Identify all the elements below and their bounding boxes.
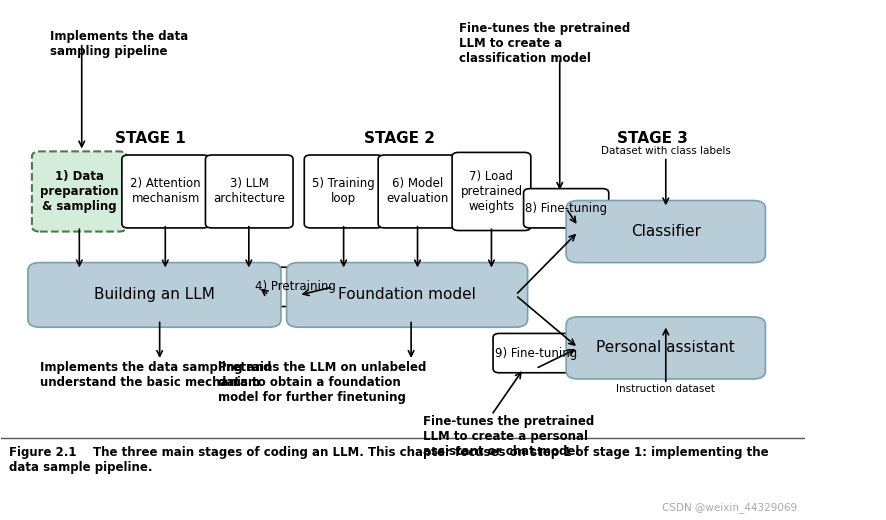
Text: 2) Attention
mechanism: 2) Attention mechanism bbox=[130, 177, 201, 205]
Text: Foundation model: Foundation model bbox=[338, 288, 476, 303]
Text: Personal assistant: Personal assistant bbox=[596, 341, 735, 356]
FancyBboxPatch shape bbox=[206, 155, 293, 228]
FancyBboxPatch shape bbox=[452, 152, 531, 230]
Text: 1) Data
preparation
& sampling: 1) Data preparation & sampling bbox=[40, 170, 119, 213]
Text: Building an LLM: Building an LLM bbox=[94, 288, 215, 303]
Text: 4) Pretraining: 4) Pretraining bbox=[255, 280, 337, 293]
FancyBboxPatch shape bbox=[378, 155, 457, 228]
Text: STAGE 3: STAGE 3 bbox=[617, 131, 688, 146]
FancyBboxPatch shape bbox=[32, 151, 127, 231]
FancyBboxPatch shape bbox=[252, 267, 339, 307]
Text: Pretrains the LLM on unlabeled
data to obtain a foundation
model for further fin: Pretrains the LLM on unlabeled data to o… bbox=[218, 361, 427, 404]
Text: CSDN @weixin_44329069: CSDN @weixin_44329069 bbox=[662, 502, 797, 513]
Text: 9) Fine-tuning: 9) Fine-tuning bbox=[494, 347, 577, 360]
FancyBboxPatch shape bbox=[27, 263, 281, 327]
Text: Classifier: Classifier bbox=[631, 224, 701, 239]
FancyBboxPatch shape bbox=[493, 333, 579, 373]
Text: 3) LLM
architecture: 3) LLM architecture bbox=[214, 177, 285, 205]
Text: 7) Load
pretrained
weights: 7) Load pretrained weights bbox=[461, 170, 523, 213]
FancyBboxPatch shape bbox=[304, 155, 383, 228]
FancyBboxPatch shape bbox=[286, 263, 527, 327]
Text: Figure 2.1    The three main stages of coding an LLM. This chapter focuses on st: Figure 2.1 The three main stages of codi… bbox=[10, 446, 769, 474]
Text: Instruction dataset: Instruction dataset bbox=[617, 384, 715, 394]
FancyBboxPatch shape bbox=[566, 201, 766, 263]
Text: Implements the data
sampling pipeline: Implements the data sampling pipeline bbox=[50, 30, 188, 58]
FancyBboxPatch shape bbox=[566, 317, 766, 379]
Text: STAGE 2: STAGE 2 bbox=[363, 131, 434, 146]
Text: STAGE 1: STAGE 1 bbox=[114, 131, 185, 146]
Text: 6) Model
evaluation: 6) Model evaluation bbox=[386, 177, 448, 205]
Text: Dataset with class labels: Dataset with class labels bbox=[601, 146, 731, 156]
Text: Fine-tunes the pretrained
LLM to create a personal
assistant or chat model: Fine-tunes the pretrained LLM to create … bbox=[424, 415, 595, 458]
Text: 5) Training
loop: 5) Training loop bbox=[312, 177, 375, 205]
Text: 8) Fine-tuning: 8) Fine-tuning bbox=[525, 202, 607, 215]
Text: Fine-tunes the pretrained
LLM to create a
classification model: Fine-tunes the pretrained LLM to create … bbox=[459, 22, 631, 65]
Text: Implements the data sampling and
understand the basic mechanism: Implements the data sampling and underst… bbox=[40, 361, 271, 389]
FancyBboxPatch shape bbox=[122, 155, 209, 228]
FancyBboxPatch shape bbox=[524, 189, 609, 228]
